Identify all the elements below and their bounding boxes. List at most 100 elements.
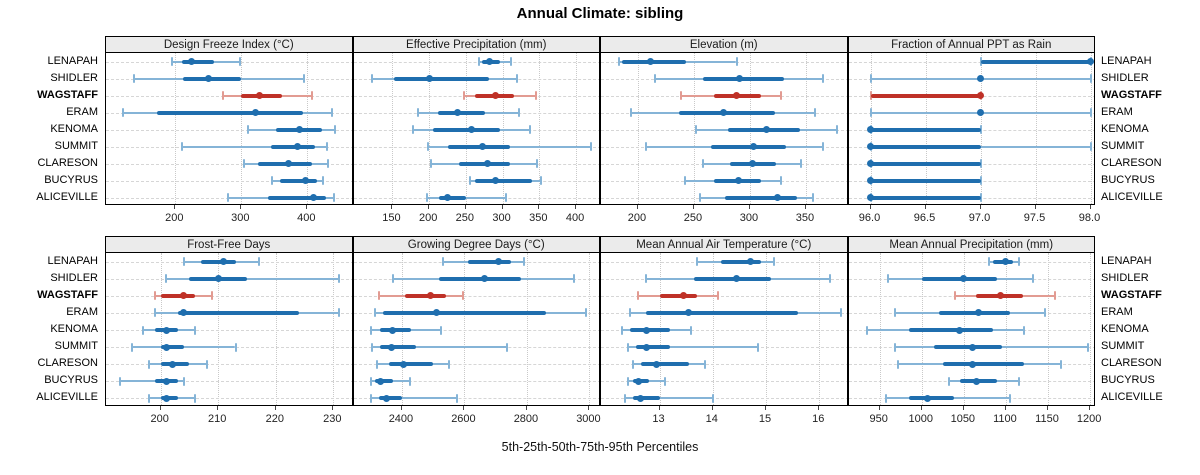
band-25-75 — [938, 310, 1011, 315]
axis-tick-label: 250 — [683, 212, 703, 224]
axis-tick-label: 230 — [323, 413, 342, 425]
band-25-75 — [177, 310, 299, 315]
whisker-cap-5 — [370, 74, 373, 83]
band-25-75 — [200, 259, 236, 264]
station-label-left-shidler: SHIDLER — [50, 71, 98, 84]
percentiles-caption: 5th-25th-50th-75th-95th Percentiles — [501, 440, 699, 454]
axis-tick-label: 300 — [739, 212, 759, 224]
whisker-cap-5 — [617, 57, 620, 66]
band-25-75 — [679, 110, 775, 115]
whisker-cap-5 — [683, 176, 686, 185]
whisker-cap-95 — [330, 108, 333, 117]
station-label-left-summit: SUMMIT — [54, 340, 98, 353]
percentile-dot-median — [495, 258, 503, 266]
percentile-dot-median — [255, 92, 263, 99]
whisker-cap-5 — [630, 108, 633, 117]
axis-tick-label: 350 — [795, 212, 815, 224]
whisker-cap-95 — [310, 91, 313, 100]
whisker-cap-5 — [695, 125, 698, 134]
whisker-cap-5 — [153, 291, 156, 301]
whisker-cap-95 — [821, 142, 824, 151]
axis-tick-label: 200 — [627, 212, 647, 224]
whisker-cap-95 — [711, 393, 714, 403]
gridline-horizontal — [848, 61, 1095, 63]
station-label-left-clareson: CLARESON — [37, 156, 98, 169]
whisker-cap-5 — [629, 308, 632, 318]
whisker-cap-95 — [1017, 257, 1020, 267]
axis-tick — [217, 406, 219, 410]
whisker-cap-95 — [234, 342, 237, 352]
station-label-right-kenoma: KENOMA — [1101, 323, 1149, 335]
band-25-75 — [271, 144, 316, 149]
whisker-cap-5 — [171, 57, 173, 66]
whisker-cap-5 — [463, 91, 466, 100]
whisker-cap-5 — [631, 359, 634, 369]
band-25-75 — [380, 345, 416, 350]
whisker-cap-95 — [572, 274, 575, 284]
gridline-horizontal — [106, 295, 352, 297]
whisker-cap-95 — [979, 176, 982, 185]
whisker-cap-95 — [663, 376, 666, 386]
percentile-dot-median — [426, 292, 434, 300]
whisker-cap-95 — [338, 274, 341, 284]
axis-tick — [765, 406, 766, 410]
gridline-horizontal — [353, 330, 600, 331]
whisker-5-95 — [426, 196, 507, 199]
whisker-cap-95 — [757, 342, 760, 352]
axis-tick — [1004, 406, 1006, 410]
gridline-vertical — [218, 253, 220, 405]
percentile-dot-median — [387, 343, 395, 351]
percentile-dot-median — [400, 360, 407, 368]
whisker-cap-5 — [626, 342, 629, 352]
axis-tick — [1047, 406, 1048, 410]
strip-header-elevation-m-: Elevation (m) — [600, 36, 848, 53]
percentile-dot-median — [733, 275, 741, 283]
percentile-dot-median — [188, 58, 196, 65]
percentile-dot-median — [251, 109, 259, 116]
axis-tick — [748, 205, 750, 209]
whisker-cap-5 — [142, 325, 145, 335]
band-25-75 — [909, 328, 994, 332]
axis-tick-label: 97.0 — [968, 212, 991, 224]
whisker-cap-95 — [1089, 74, 1092, 83]
panel-effective-precipitation-mm- — [352, 52, 600, 205]
whisker-5-95 — [624, 397, 713, 400]
band-25-75 — [870, 178, 981, 183]
percentile-dot-median — [749, 143, 757, 150]
axis-tick — [818, 406, 820, 410]
percentile-dot-median — [467, 126, 475, 133]
axis-tick — [332, 406, 334, 410]
band-25-75 — [934, 345, 1002, 350]
percentile-dot-median — [774, 194, 782, 201]
station-label-left-aliceville: ALICEVILLE — [36, 190, 98, 203]
whisker-cap-95 — [322, 176, 325, 185]
whisker-cap-5 — [153, 308, 156, 318]
percentile-dot-median — [214, 275, 222, 283]
axis-tick-label: 150 — [382, 212, 401, 224]
band-25-75 — [257, 161, 312, 166]
station-label-right-summit: SUMMIT — [1101, 139, 1145, 152]
station-label-left-clareson: CLARESON — [37, 357, 98, 370]
axis-tick — [174, 205, 176, 209]
percentile-dot-median — [295, 126, 303, 133]
band-25-75 — [646, 310, 798, 315]
whisker-cap-5 — [375, 359, 378, 369]
whisker-cap-95 — [238, 57, 241, 66]
percentile-dot-median — [485, 58, 493, 65]
whisker-cap-95 — [205, 359, 208, 369]
station-label-left-summit: SUMMIT — [54, 139, 98, 152]
band-25-75 — [659, 293, 697, 298]
whisker-cap-95 — [828, 274, 831, 284]
whisker-cap-95 — [408, 376, 411, 386]
panel-fraction-of-annual-ppt-as-rain — [847, 52, 1095, 205]
percentile-dot-median — [180, 309, 188, 317]
whisker-cap-5 — [478, 57, 481, 66]
station-label-left-shidler: SHIDLER — [50, 271, 98, 284]
whisker-cap-95 — [517, 108, 520, 117]
axis-tick-label: 200 — [165, 212, 184, 224]
gridline-horizontal — [353, 295, 600, 297]
whisker-cap-95 — [528, 125, 531, 134]
band-25-75 — [375, 379, 393, 384]
percentile-dot-median — [162, 394, 170, 402]
